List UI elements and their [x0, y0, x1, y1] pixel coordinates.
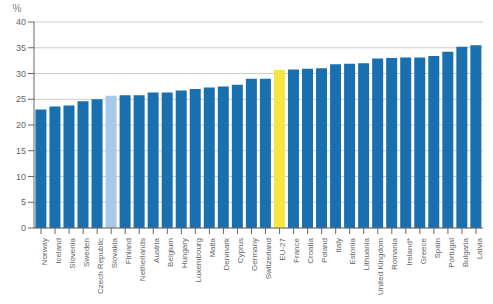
svg-text:Malta: Malta	[208, 237, 217, 257]
svg-text:Norway: Norway	[40, 238, 49, 265]
svg-text:Slovenia: Slovenia	[68, 237, 77, 268]
svg-text:10: 10	[16, 172, 26, 182]
svg-text:Luxembourg: Luxembourg	[194, 238, 203, 282]
svg-text:Lithuania: Lithuania	[362, 237, 371, 270]
svg-text:Spain: Spain	[433, 238, 442, 258]
svg-text:Portugal: Portugal	[447, 238, 456, 268]
svg-text:Czech Republic: Czech Republic	[96, 238, 105, 294]
svg-text:EU-27: EU-27	[278, 237, 287, 260]
svg-text:Ireland*: Ireland*	[405, 238, 414, 266]
svg-text:Bulgaria: Bulgaria	[461, 237, 470, 267]
svg-text:Finland: Finland	[124, 238, 133, 264]
svg-text:Croatia: Croatia	[306, 237, 315, 263]
svg-text:20: 20	[16, 120, 26, 130]
svg-text:Denmark: Denmark	[222, 237, 231, 270]
svg-text:40: 40	[16, 17, 26, 27]
svg-text:Latvia: Latvia	[475, 237, 484, 259]
svg-text:Estonia: Estonia	[348, 237, 357, 264]
svg-text:Italy: Italy	[334, 238, 343, 253]
svg-text:35: 35	[16, 43, 26, 53]
svg-text:United Kingdom: United Kingdom	[376, 238, 385, 295]
svg-text:Sweden: Sweden	[82, 238, 91, 267]
svg-text:5: 5	[21, 197, 26, 207]
svg-text:France: France	[292, 237, 301, 262]
svg-text:Slovakia: Slovakia	[110, 237, 119, 268]
svg-text:Hungary: Hungary	[180, 238, 189, 268]
svg-text:Romania: Romania	[390, 237, 399, 270]
svg-text:Netherlands: Netherlands	[138, 238, 147, 281]
svg-text:25: 25	[16, 94, 26, 104]
svg-text:15: 15	[16, 146, 26, 156]
svg-text:%: %	[13, 3, 22, 14]
svg-text:Austria: Austria	[152, 237, 161, 262]
svg-text:Switzerland: Switzerland	[264, 238, 273, 279]
svg-text:Cyprus: Cyprus	[236, 238, 245, 263]
svg-text:Poland: Poland	[320, 238, 329, 263]
svg-text:Greece: Greece	[419, 237, 428, 264]
svg-text:0: 0	[21, 223, 26, 233]
svg-text:30: 30	[16, 69, 26, 79]
svg-text:Germany: Germany	[250, 238, 259, 271]
svg-text:Belgium: Belgium	[166, 238, 175, 267]
svg-text:Iceland: Iceland	[54, 238, 63, 264]
